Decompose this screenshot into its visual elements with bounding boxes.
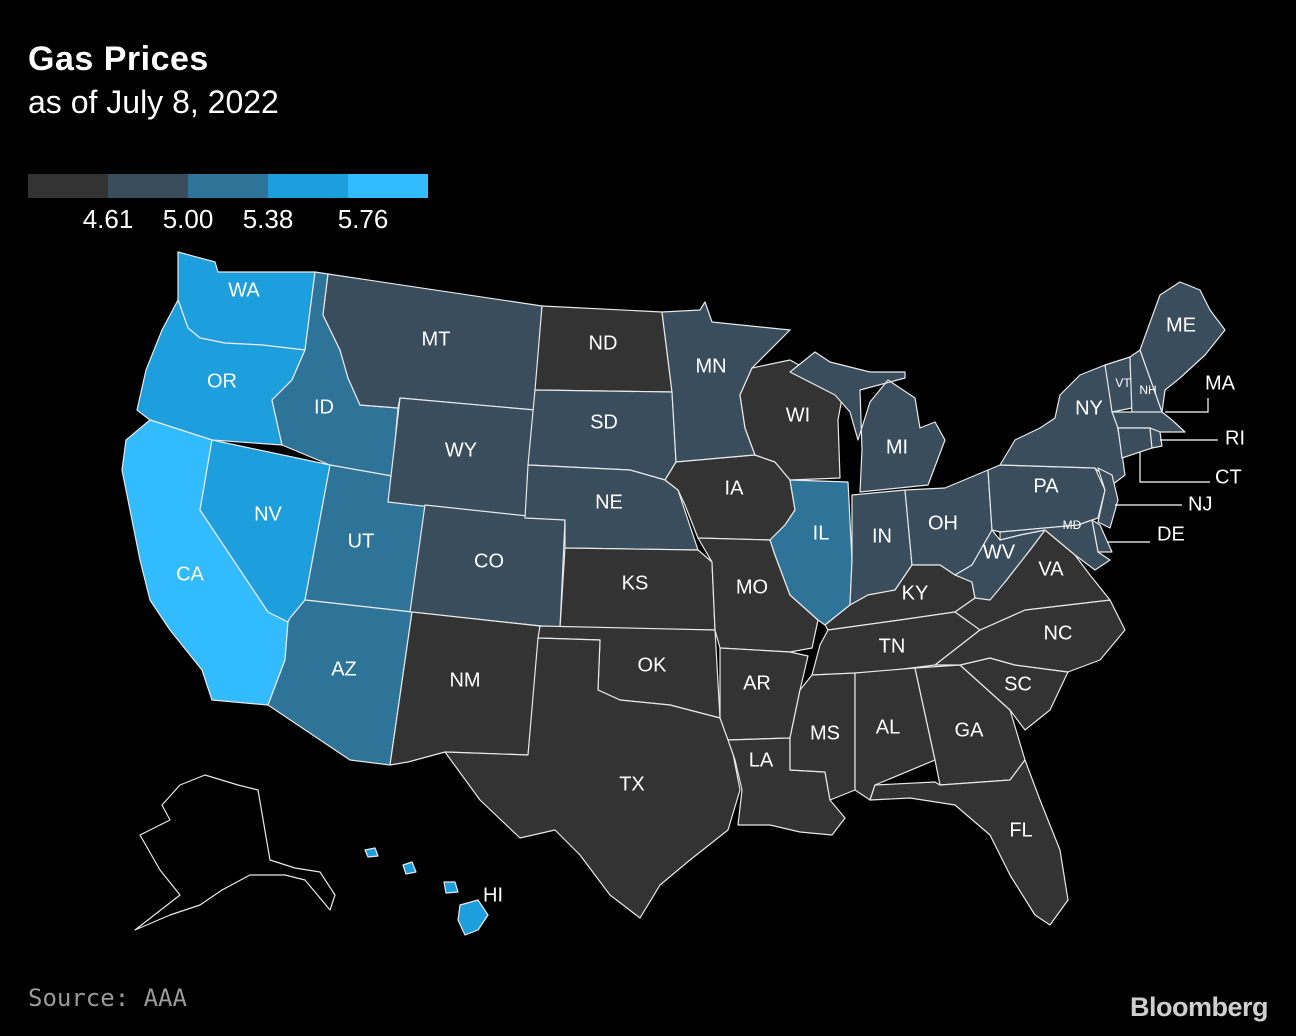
- label-ky: KY: [902, 582, 929, 604]
- label-ri: RI: [1225, 427, 1245, 449]
- label-ia: IA: [725, 477, 745, 499]
- label-oh: OH: [928, 512, 958, 534]
- label-in: IN: [872, 525, 892, 547]
- label-ct: CT: [1215, 466, 1242, 488]
- label-tx: TX: [619, 773, 645, 795]
- label-il: IL: [813, 522, 830, 544]
- state-ct[interactable]: [1117, 427, 1153, 459]
- label-ut: UT: [348, 530, 375, 552]
- label-wi: WI: [786, 404, 810, 426]
- legend-bar: [28, 174, 428, 198]
- label-nj: NJ: [1188, 493, 1212, 515]
- legend-tick: 5.00: [162, 204, 214, 234]
- label-tn: TN: [879, 635, 906, 657]
- label-mn: MN: [695, 355, 726, 377]
- state-wv[interactable]: [954, 529, 1046, 601]
- label-mi: MI: [886, 436, 908, 458]
- label-ny: NY: [1075, 397, 1103, 419]
- legend-swatch-1: [28, 174, 108, 198]
- label-az: AZ: [331, 658, 357, 680]
- label-la: LA: [749, 749, 774, 771]
- label-nc: NC: [1044, 622, 1073, 644]
- map-title: Gas Prices: [28, 40, 209, 78]
- label-nm: NM: [449, 669, 480, 691]
- label-nv: NV: [254, 503, 282, 525]
- label-pa: PA: [1033, 475, 1059, 497]
- label-ar: AR: [743, 672, 771, 694]
- label-de: DE: [1157, 523, 1185, 545]
- color-legend: 4.61 5.00 5.38 5.76: [28, 174, 428, 234]
- label-ga: GA: [955, 719, 985, 741]
- label-hi: HI: [483, 884, 503, 906]
- label-vt: VT: [1115, 376, 1131, 390]
- legend-swatch-5: [348, 174, 428, 198]
- label-ne: NE: [595, 491, 623, 513]
- label-or: OR: [207, 370, 237, 392]
- label-md: MD: [1063, 518, 1082, 532]
- bloomberg-logo: Bloomberg: [1129, 992, 1269, 1022]
- label-ms: MS: [810, 722, 840, 744]
- label-wy: WY: [445, 439, 477, 461]
- state-il[interactable]: [769, 479, 853, 626]
- label-ca: CA: [176, 563, 204, 585]
- label-ks: KS: [622, 572, 649, 594]
- map-subtitle: as of July 8, 2022: [28, 84, 279, 120]
- state-fl[interactable]: [869, 759, 1069, 926]
- state-mi[interactable]: [789, 351, 946, 493]
- state-tx[interactable]: [444, 637, 741, 919]
- state-hi[interactable]: [364, 847, 489, 936]
- label-sd: SD: [590, 411, 618, 433]
- label-sc: SC: [1004, 673, 1032, 695]
- label-nh: NH: [1139, 383, 1156, 397]
- legend-swatch-3: [188, 174, 268, 198]
- state-vt[interactable]: [1104, 356, 1133, 413]
- label-ok: OK: [638, 654, 668, 676]
- label-fl: FL: [1009, 819, 1032, 841]
- state-md[interactable]: [999, 519, 1111, 571]
- state-ak[interactable]: [134, 774, 336, 931]
- label-al: AL: [876, 716, 900, 738]
- label-wv: WV: [983, 541, 1016, 563]
- label-mo: MO: [736, 576, 768, 598]
- label-mt: MT: [422, 328, 451, 350]
- source-note: Source: AAA: [28, 984, 187, 1012]
- state-nj[interactable]: [1097, 467, 1119, 529]
- label-co: CO: [474, 550, 504, 572]
- state-me[interactable]: [1139, 281, 1226, 413]
- legend-swatch-2: [108, 174, 188, 198]
- legend-swatch-4: [268, 174, 348, 198]
- legend-tick: 5.38: [242, 204, 294, 234]
- label-ma: MA: [1205, 372, 1236, 394]
- label-nd: ND: [589, 332, 618, 354]
- label-id: ID: [314, 396, 334, 418]
- label-wa: WA: [228, 279, 260, 301]
- label-me: ME: [1166, 314, 1196, 336]
- state-az[interactable]: [267, 599, 413, 766]
- legend-tick: 5.76: [337, 204, 389, 234]
- legend-tick: 4.61: [82, 204, 134, 234]
- label-va: VA: [1038, 558, 1064, 580]
- state-ri[interactable]: [1149, 427, 1163, 449]
